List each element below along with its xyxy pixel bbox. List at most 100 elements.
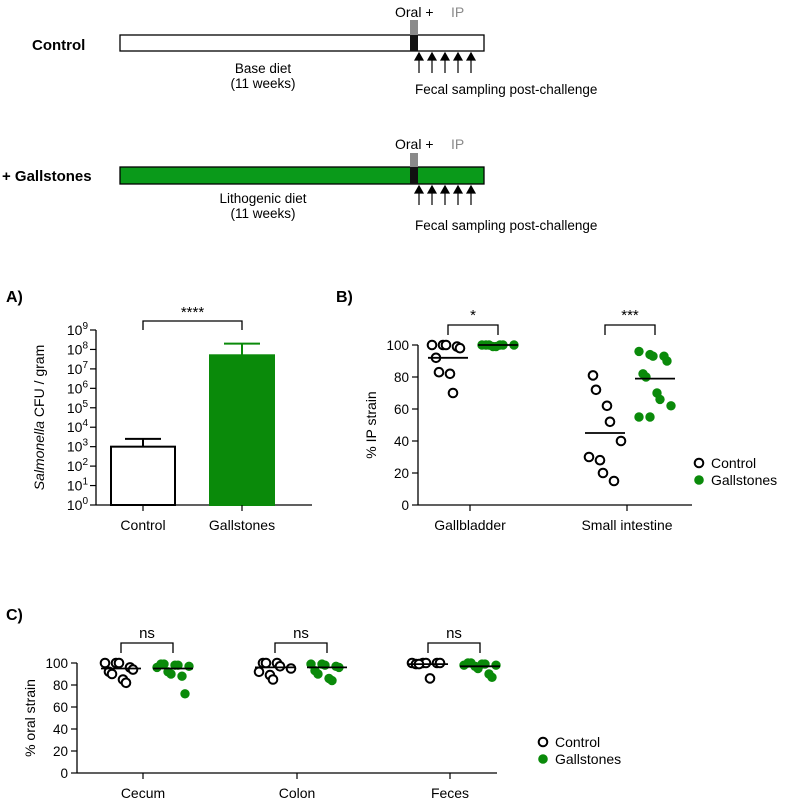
diagram-gallstones-challenge-marker bbox=[410, 167, 418, 184]
chart-b-x-tick-label: Gallbladder bbox=[434, 517, 506, 533]
chart-a-y-tick-base: 10 bbox=[67, 322, 83, 338]
chart-c-point-control bbox=[424, 673, 436, 684]
diagram-control-ip: IP bbox=[451, 4, 464, 20]
chart-a-y-tick-base: 10 bbox=[67, 341, 83, 357]
chart-b-y-tick-label: 60 bbox=[394, 402, 409, 417]
chart-b-point-gallstones bbox=[491, 341, 501, 352]
chart-b-point-gallstones bbox=[655, 394, 665, 405]
chart-a-y-tick-exponent: 5 bbox=[82, 399, 88, 410]
chart-a-significance-bracket bbox=[142, 320, 243, 330]
chart-a-y-axis-label-rest: CFU / gram bbox=[31, 345, 47, 421]
chart-c-point-gallstones bbox=[166, 669, 176, 679]
chart-c-point-control bbox=[99, 657, 111, 669]
chart-b-legend-label: Gallstones bbox=[711, 472, 777, 488]
chart-c-significance-label: ns bbox=[446, 625, 462, 642]
diagram-gallstones-diet: Lithogenic diet bbox=[219, 191, 306, 206]
chart-b-point-control bbox=[447, 387, 459, 399]
chart-b-y-tick-label: 20 bbox=[394, 466, 409, 481]
chart-b-significance-label: * bbox=[470, 307, 476, 324]
diagram-control-label: Control bbox=[32, 37, 85, 54]
chart-a-y-tick-label: 109 bbox=[67, 321, 89, 338]
chart-c-point-control bbox=[120, 677, 132, 689]
chart-a-y-tick-label: 101 bbox=[67, 477, 89, 494]
chart-a-x-tick-label: Control bbox=[120, 517, 165, 533]
diagram-gallstones-challenge-ip-marker bbox=[410, 153, 418, 167]
chart-a-y-tick-base: 10 bbox=[67, 380, 83, 396]
chart-a-y-tick-label: 102 bbox=[67, 457, 89, 474]
chart-c-point-gallstones bbox=[173, 660, 183, 670]
diagram-control-sampling-label: Fecal sampling post-challenge bbox=[415, 82, 597, 97]
chart-a-y-tick-base: 10 bbox=[67, 400, 83, 416]
chart-b-point-control bbox=[433, 366, 445, 378]
chart-a-bar-control bbox=[110, 445, 176, 506]
chart-a-y-tick-label: 105 bbox=[67, 399, 89, 416]
chart-b-y-tick-label: 40 bbox=[394, 434, 409, 449]
chart-a-y-tick-exponent: 3 bbox=[82, 438, 88, 449]
chart-a-y-tick-exponent: 4 bbox=[82, 418, 88, 429]
chart-a-y-tick-label: 103 bbox=[67, 438, 89, 455]
chart-b-legend-label: Control bbox=[711, 455, 756, 471]
chart-a-significance-label: **** bbox=[181, 304, 205, 321]
chart-b-point-gallstones bbox=[645, 412, 655, 422]
chart-c-significance-bracket bbox=[120, 642, 174, 653]
chart-c-point-gallstones bbox=[487, 672, 497, 682]
chart-b-point-control bbox=[601, 400, 613, 412]
chart-c-point-control bbox=[274, 661, 286, 672]
chart-c-legend-label: Control bbox=[555, 734, 600, 750]
chart-a-y-tick-exponent: 9 bbox=[82, 321, 88, 332]
chart-c-point-gallstones bbox=[152, 662, 162, 673]
chart-b-point-control bbox=[426, 339, 438, 351]
chart-b-scatter: 0 20 40 60 80 100 % IP strain Gallbladder * Small… bbox=[363, 307, 777, 533]
chart-a-y-tick-label: 100 bbox=[67, 496, 89, 513]
chart-c-significance-bracket bbox=[427, 642, 481, 653]
chart-b-significance-bracket bbox=[447, 324, 499, 335]
chart-a-y-tick-base: 10 bbox=[67, 497, 83, 513]
chart-b-point-gallstones bbox=[662, 356, 672, 366]
chart-a-y-axis-label: Salmonella CFU / gram bbox=[31, 345, 47, 491]
chart-b-point-gallstones bbox=[648, 351, 658, 361]
chart-c-point-control bbox=[260, 657, 272, 669]
chart-b-point-control bbox=[604, 416, 616, 428]
chart-a-y-tick-exponent: 2 bbox=[82, 457, 88, 468]
chart-c-point-gallstones bbox=[313, 669, 323, 679]
chart-c-significance-bracket bbox=[274, 642, 328, 653]
diagram-control: Control Oral + IP Base diet (11 weeks) F… bbox=[32, 4, 597, 97]
chart-c-point-control bbox=[267, 674, 279, 685]
diagram-gallstones-label: + Gallstones bbox=[2, 168, 92, 185]
chart-c-y-tick-label: 40 bbox=[53, 722, 68, 737]
chart-b-point-control bbox=[594, 454, 606, 466]
chart-c-point-gallstones bbox=[491, 660, 501, 670]
chart-a-y-tick-exponent: 7 bbox=[82, 360, 88, 371]
diagram-control-sampling-arrows bbox=[413, 51, 477, 73]
chart-b-point-gallstones bbox=[666, 401, 676, 411]
diagram-gallstones-timeline bbox=[119, 166, 485, 185]
chart-b-point-gallstones bbox=[634, 412, 644, 422]
chart-a-y-tick-base: 10 bbox=[67, 478, 83, 494]
chart-c-significance-label: ns bbox=[139, 625, 155, 642]
chart-b-y-axis-label: % IP strain bbox=[363, 391, 379, 458]
chart-b-y-tick-label: 100 bbox=[386, 338, 409, 353]
chart-b-significance-label: *** bbox=[621, 307, 639, 324]
chart-a-y-tick-label: 108 bbox=[67, 340, 89, 357]
diagram-gallstones-ip: IP bbox=[451, 136, 464, 152]
chart-a-y-axis-label-italic: Salmonella bbox=[31, 421, 47, 490]
panel-a-label: A) bbox=[6, 289, 23, 306]
diagram-gallstones-sampling-label: Fecal sampling post-challenge bbox=[415, 218, 597, 233]
diagram-control-oral: Oral + bbox=[395, 4, 434, 20]
diagram-gallstones-oral: Oral + bbox=[395, 136, 434, 152]
diagram-control-diet: Base diet bbox=[235, 61, 292, 76]
chart-c-point-control bbox=[434, 657, 446, 669]
chart-a-y-tick-label: 104 bbox=[67, 418, 89, 435]
chart-c-legend-marker bbox=[537, 736, 549, 748]
chart-c-scatter: 0 20 40 60 80 100 % oral strain Cecum ns Colon ns F… bbox=[22, 625, 621, 800]
chart-b-x-tick-label: Small intestine bbox=[581, 517, 672, 533]
chart-b-legend-marker bbox=[693, 457, 705, 469]
chart-c-legend-label: Gallstones bbox=[555, 751, 621, 767]
chart-c-point-control bbox=[106, 668, 118, 680]
chart-c-point-control bbox=[253, 666, 265, 678]
chart-b-point-gallstones bbox=[641, 372, 651, 382]
chart-b-legend-marker bbox=[694, 475, 704, 485]
chart-c-point-gallstones bbox=[180, 689, 190, 699]
chart-c-significance-label: ns bbox=[293, 625, 309, 642]
